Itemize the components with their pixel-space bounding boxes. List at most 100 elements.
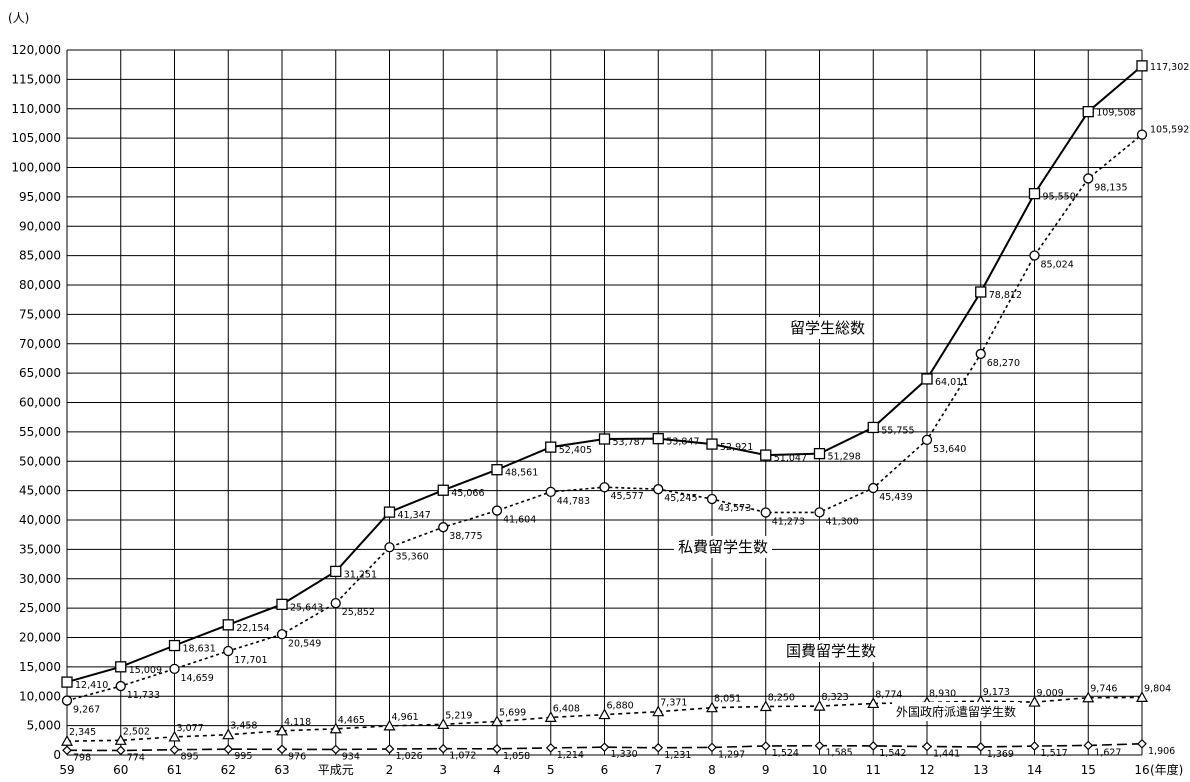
y-tick-label: 40,000 xyxy=(19,513,61,527)
y-tick-label: 20,000 xyxy=(19,631,61,645)
series-3-marker xyxy=(1083,740,1094,751)
series-3-data-label: 1,231 xyxy=(664,750,691,761)
series-0-data-label: 31,251 xyxy=(344,569,377,580)
series-1-marker xyxy=(491,505,503,516)
series-3-data-label: 1,330 xyxy=(611,749,638,760)
series-3-marker xyxy=(814,740,825,751)
series-0-marker xyxy=(330,565,342,578)
series-0-data-label: 117,302 xyxy=(1150,62,1189,73)
series-0-marker xyxy=(437,484,449,496)
series-1-data-label: 53,640 xyxy=(933,444,966,455)
series-2-data-label: 6,408 xyxy=(553,703,580,714)
x-tick-label: 3 xyxy=(439,763,447,777)
series-0-marker xyxy=(61,676,73,688)
y-tick-label: 0 xyxy=(53,748,61,762)
series-2-marker xyxy=(544,711,557,722)
series-1-data-label: 45,577 xyxy=(611,491,644,502)
x-tick-label: 7 xyxy=(654,763,662,777)
grid xyxy=(66,49,1143,756)
series-2-data-label: 8,250 xyxy=(768,693,795,704)
series-name-label-bg xyxy=(782,640,881,662)
series-0-data-label: 51,047 xyxy=(774,453,807,464)
x-tick-label: 平成元 xyxy=(318,763,354,777)
series-0-marker xyxy=(598,433,611,445)
series-2-data-label: 8,051 xyxy=(714,694,741,705)
series-1-marker xyxy=(61,695,73,706)
series-1-marker xyxy=(384,542,395,553)
series-1-data-label: 38,775 xyxy=(449,531,482,542)
series-0-data-label: 15,009 xyxy=(129,665,162,676)
series-3-data-label: 895 xyxy=(181,752,199,763)
series-1-marker xyxy=(115,680,126,692)
series-0-marker xyxy=(276,598,288,610)
x-tick-label: 13 xyxy=(973,763,988,777)
y-tick-label: 90,000 xyxy=(19,219,61,233)
series-0-marker xyxy=(168,639,181,652)
y-tick-label: 10,000 xyxy=(19,689,61,703)
series-3-marker xyxy=(545,743,556,753)
series-2-data-label: 9,804 xyxy=(1144,683,1171,694)
series-2-data-label: 3,458 xyxy=(230,721,257,732)
x-tick-label: 8 xyxy=(708,763,716,777)
series-3-data-label: 1,026 xyxy=(396,751,423,762)
series-0-data-label: 52,405 xyxy=(559,445,592,456)
series-2-data-label: 9,009 xyxy=(1037,688,1064,699)
series-3-marker xyxy=(975,742,986,752)
series-0-data-label: 64,011 xyxy=(935,377,968,388)
y-tick-label: 115,000 xyxy=(11,72,61,86)
series-1-data-label: 41,300 xyxy=(826,516,859,527)
series-3-data-label: 1,542 xyxy=(879,748,906,759)
series-1-marker xyxy=(223,645,234,657)
series-1-data-label: 85,024 xyxy=(1041,259,1074,270)
y-tick-label: 55,000 xyxy=(19,425,61,439)
series-name-label-bg xyxy=(674,536,773,558)
series-1-data-label: 35,360 xyxy=(396,551,429,562)
series-0-data-label: 53,787 xyxy=(613,437,646,448)
series-name-label-bg xyxy=(786,317,870,339)
series-3-data-label: 774 xyxy=(127,752,145,763)
series-0-marker xyxy=(383,506,396,518)
series-2-data-label: 5,219 xyxy=(445,710,472,721)
series-3-marker xyxy=(922,741,932,752)
series-3-data-label: 1,214 xyxy=(557,750,584,761)
series-3-marker xyxy=(277,744,287,755)
y-tick-label: 70,000 xyxy=(19,337,61,351)
y-tick-label: 110,000 xyxy=(11,102,61,116)
series-1-data-label: 41,604 xyxy=(503,515,536,526)
series-3-marker xyxy=(760,741,771,751)
x-tick-label: 10 xyxy=(812,763,827,777)
series-3-data-label: 934 xyxy=(342,752,360,763)
series-1-marker xyxy=(438,522,449,533)
y-tick-label: 120,000 xyxy=(11,43,61,57)
series-2-data-label: 9,746 xyxy=(1090,684,1117,695)
series-name-label-1: 私費留学生数 xyxy=(678,538,768,556)
series-2-marker xyxy=(437,718,450,729)
series-2-marker xyxy=(598,708,611,720)
series-0-marker xyxy=(813,447,826,460)
series-name-label-0: 留学生総数 xyxy=(790,319,865,337)
series-3-data-label: 1,072 xyxy=(449,751,476,762)
series-1-data-label: 11,733 xyxy=(127,690,160,701)
series-3-marker xyxy=(599,742,610,753)
series-1-marker xyxy=(1029,250,1040,261)
series-1-data-label: 68,270 xyxy=(987,358,1020,369)
series-0-data-label: 48,561 xyxy=(505,468,538,479)
series-0-marker xyxy=(867,421,879,434)
series-0-data-label: 78,812 xyxy=(989,290,1022,301)
x-tick-labels: 59 60 61 62 63 平成元 2 3 4 5 6 7 8 9 10 11 12 13 14 15 16 xyxy=(59,763,1149,777)
series-0-data-label: 41,347 xyxy=(398,510,431,521)
series-0-data-label: 55,755 xyxy=(881,425,914,436)
series-0-marker xyxy=(1028,187,1041,200)
series-2-data-label: 5,699 xyxy=(499,708,526,719)
y-tick-label: 85,000 xyxy=(19,249,61,263)
series-2-marker xyxy=(813,699,826,711)
series-3-marker xyxy=(868,741,879,751)
series-2-marker xyxy=(705,701,719,713)
series-3-data-label: 1,517 xyxy=(1041,748,1068,759)
series-2-data-label: 2,502 xyxy=(123,726,150,737)
y-tick-label: 95,000 xyxy=(19,190,61,204)
x-tick-label: 14 xyxy=(1027,763,1042,777)
series-3-marker xyxy=(384,744,395,754)
series-1-marker xyxy=(330,597,341,609)
series-1-marker xyxy=(545,486,556,498)
